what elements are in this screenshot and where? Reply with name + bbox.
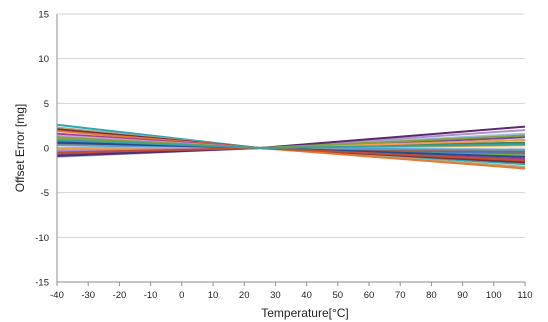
y-tick-label: 10	[38, 54, 49, 65]
x-tick-label: 10	[208, 290, 219, 301]
y-tick-label: -15	[35, 278, 49, 289]
y-tick-labels: -15 -10 -5 0 5 10 15	[35, 10, 49, 289]
x-tick-label: 90	[457, 290, 468, 301]
x-tick-labels: -40 -30 -20 -10 0 10 20 30 40 50 60 70 80 90 100 110	[50, 290, 532, 301]
x-tick-label: 60	[364, 290, 375, 301]
x-tick-label: 0	[179, 290, 184, 301]
series-lines	[56, 123, 526, 170]
axes	[56, 14, 526, 286]
y-tick-label: 0	[44, 144, 49, 155]
y-tick-label: -5	[41, 188, 49, 199]
series-line-22	[56, 139, 526, 149]
y-tick-label: -10	[35, 233, 49, 244]
y-tick-label: 15	[38, 10, 49, 21]
x-tick-label: 80	[426, 290, 437, 301]
x-tick-label: -10	[144, 290, 158, 301]
y-axis-title: Offset Error [mg]	[13, 104, 27, 192]
x-tick-label: 70	[395, 290, 406, 301]
x-tick-label: 20	[239, 290, 250, 301]
x-tick-label: 110	[517, 290, 532, 301]
x-tick-label: 50	[333, 290, 344, 301]
x-axis-title: Temperature[°C]	[261, 306, 349, 320]
y-tick-label: 5	[44, 99, 49, 110]
x-tick-label: 100	[486, 290, 502, 301]
x-tick-label: 30	[270, 290, 281, 301]
x-tick-label: 40	[301, 290, 312, 301]
x-tick-label: -20	[113, 290, 127, 301]
x-tick-label: -40	[50, 290, 64, 301]
x-tick-label: -30	[81, 290, 95, 301]
